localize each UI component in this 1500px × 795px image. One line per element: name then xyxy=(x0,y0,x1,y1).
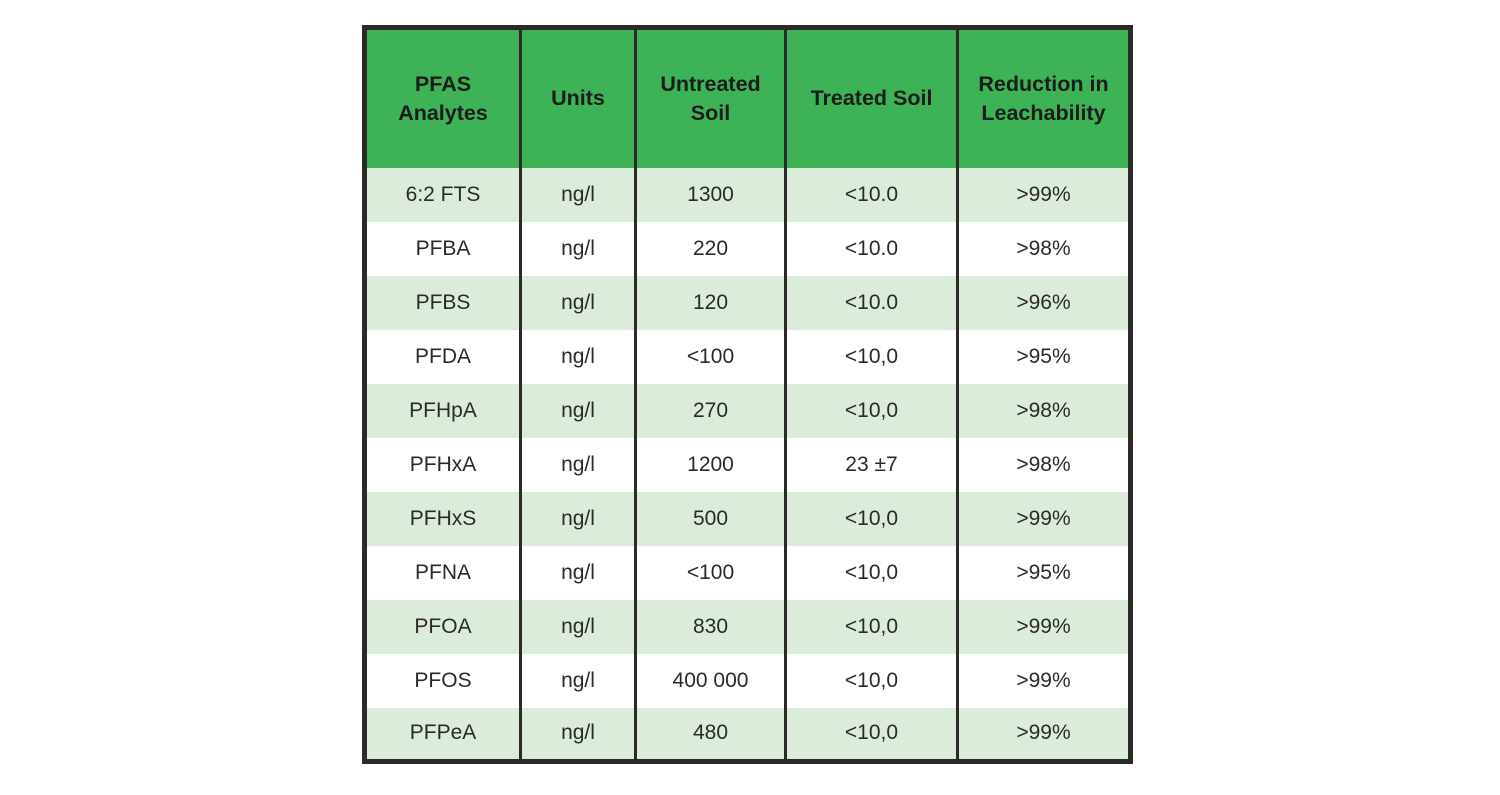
cell-reduction: >95% xyxy=(956,329,1132,384)
cell-treated: <10,0 xyxy=(784,491,959,546)
cell-analyte: PFHxA xyxy=(363,437,522,492)
cell-units: ng/l xyxy=(519,329,637,384)
table-row: 6:2 FTS ng/l 1300 <10.0 >99% xyxy=(363,167,1132,222)
cell-units: ng/l xyxy=(519,221,637,276)
cell-analyte: PFPeA xyxy=(363,707,522,762)
cell-untreated: 120 xyxy=(634,275,787,330)
cell-analyte: 6:2 FTS xyxy=(363,167,522,222)
col-header-units: Units xyxy=(519,27,637,168)
cell-reduction: >98% xyxy=(956,383,1132,438)
cell-treated: <10,0 xyxy=(784,707,959,762)
cell-analyte: PFHpA xyxy=(363,383,522,438)
cell-units: ng/l xyxy=(519,167,637,222)
table-row: PFHxS ng/l 500 <10,0 >99% xyxy=(363,491,1132,546)
table-row: PFBS ng/l 120 <10.0 >96% xyxy=(363,275,1132,330)
table-row: PFOA ng/l 830 <10,0 >99% xyxy=(363,599,1132,654)
cell-untreated: 270 xyxy=(634,383,787,438)
table-row: PFPeA ng/l 480 <10,0 >99% xyxy=(363,707,1132,762)
cell-units: ng/l xyxy=(519,383,637,438)
cell-analyte: PFOS xyxy=(363,653,522,708)
cell-untreated: <100 xyxy=(634,329,787,384)
cell-reduction: >98% xyxy=(956,221,1132,276)
cell-treated: 23 ±7 xyxy=(784,437,959,492)
cell-units: ng/l xyxy=(519,707,637,762)
table-row: PFBA ng/l 220 <10.0 >98% xyxy=(363,221,1132,276)
col-header-untreated-soil: Untreated Soil xyxy=(634,27,787,168)
cell-treated: <10,0 xyxy=(784,545,959,600)
cell-units: ng/l xyxy=(519,491,637,546)
cell-treated: <10.0 xyxy=(784,167,959,222)
table-row: PFHxA ng/l 1200 23 ±7 >98% xyxy=(363,437,1132,492)
cell-reduction: >99% xyxy=(956,599,1132,654)
cell-analyte: PFBA xyxy=(363,221,522,276)
cell-analyte: PFDA xyxy=(363,329,522,384)
table-row: PFHpA ng/l 270 <10,0 >98% xyxy=(363,383,1132,438)
table-row: PFDA ng/l <100 <10,0 >95% xyxy=(363,329,1132,384)
cell-reduction: >99% xyxy=(956,167,1132,222)
cell-untreated: 1300 xyxy=(634,167,787,222)
cell-untreated: 1200 xyxy=(634,437,787,492)
cell-treated: <10.0 xyxy=(784,221,959,276)
cell-treated: <10,0 xyxy=(784,653,959,708)
cell-analyte: PFHxS xyxy=(363,491,522,546)
cell-untreated: 480 xyxy=(634,707,787,762)
cell-analyte: PFBS xyxy=(363,275,522,330)
col-header-treated-soil: Treated Soil xyxy=(784,27,959,168)
cell-units: ng/l xyxy=(519,275,637,330)
cell-treated: <10,0 xyxy=(784,383,959,438)
cell-units: ng/l xyxy=(519,599,637,654)
col-header-reduction-leachability: Reduction in Leachability xyxy=(956,27,1132,168)
cell-units: ng/l xyxy=(519,653,637,708)
cell-treated: <10,0 xyxy=(784,599,959,654)
cell-untreated: 400 000 xyxy=(634,653,787,708)
cell-units: ng/l xyxy=(519,545,637,600)
table-row: PFOS ng/l 400 000 <10,0 >99% xyxy=(363,653,1132,708)
cell-reduction: >99% xyxy=(956,707,1132,762)
cell-treated: <10,0 xyxy=(784,329,959,384)
cell-reduction: >95% xyxy=(956,545,1132,600)
table-container: PFAS Analytes Units Untreated Soil Treat… xyxy=(362,25,1133,764)
cell-untreated: 220 xyxy=(634,221,787,276)
col-header-pfas-analytes: PFAS Analytes xyxy=(363,27,522,168)
pfas-leachability-table: PFAS Analytes Units Untreated Soil Treat… xyxy=(362,25,1133,764)
cell-units: ng/l xyxy=(519,437,637,492)
cell-analyte: PFNA xyxy=(363,545,522,600)
cell-untreated: 830 xyxy=(634,599,787,654)
cell-treated: <10.0 xyxy=(784,275,959,330)
cell-reduction: >98% xyxy=(956,437,1132,492)
cell-reduction: >99% xyxy=(956,653,1132,708)
cell-reduction: >99% xyxy=(956,491,1132,546)
cell-untreated: 500 xyxy=(634,491,787,546)
header-row: PFAS Analytes Units Untreated Soil Treat… xyxy=(363,27,1132,168)
cell-reduction: >96% xyxy=(956,275,1132,330)
table-row: PFNA ng/l <100 <10,0 >95% xyxy=(363,545,1132,600)
cell-untreated: <100 xyxy=(634,545,787,600)
cell-analyte: PFOA xyxy=(363,599,522,654)
